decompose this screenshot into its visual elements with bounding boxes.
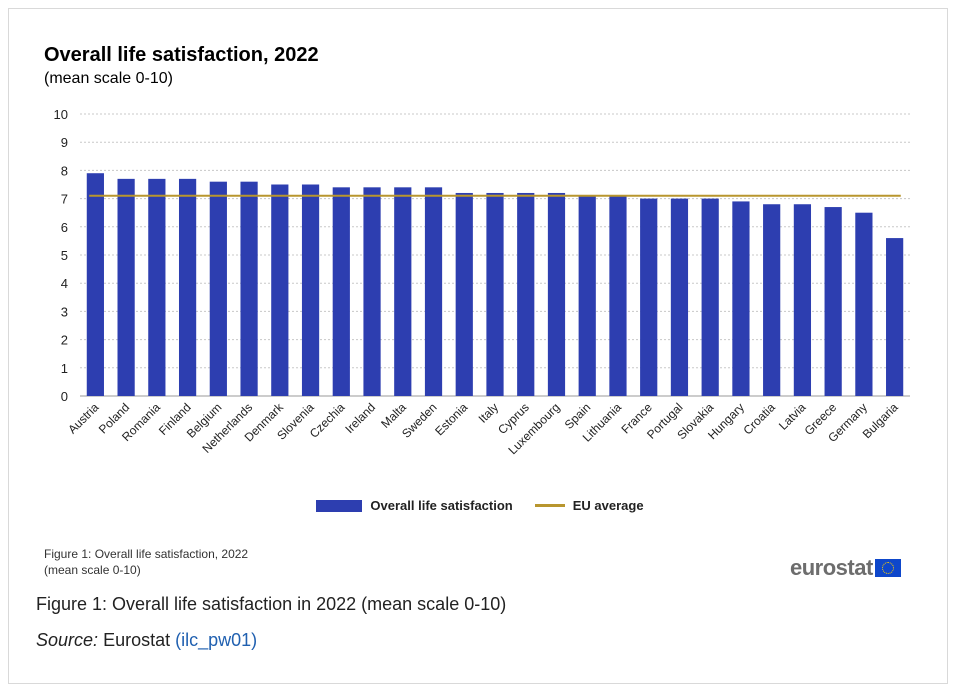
- bar-latvia: [793, 204, 812, 396]
- bar-poland: [117, 178, 135, 396]
- bar-austria: [86, 173, 104, 396]
- bar-netherlands: [240, 181, 258, 396]
- bar-italy: [486, 192, 504, 396]
- y-tick-label: 3: [61, 304, 68, 319]
- bar-estonia: [455, 192, 473, 396]
- bar-czechia: [332, 187, 350, 396]
- bar-france: [640, 198, 658, 396]
- legend: Overall life satisfaction EU average: [0, 498, 960, 513]
- y-tick-label: 7: [61, 192, 68, 207]
- bar-slovenia: [301, 184, 320, 396]
- y-tick-label: 2: [61, 333, 68, 348]
- legend-swatch-bar: [316, 499, 363, 512]
- bar-romania: [148, 178, 166, 396]
- y-tick-label: 6: [61, 220, 68, 235]
- y-tick-labels: 0 1 2 3 4 5 6 7 8 9 10: [54, 107, 68, 404]
- bar-belgium: [209, 181, 227, 396]
- y-tick-label: 8: [61, 163, 68, 178]
- x-tick-label: Sweden: [399, 400, 440, 441]
- bar-sweden: [424, 187, 443, 396]
- y-tick-label: 0: [61, 389, 68, 404]
- legend-label-bars: Overall life satisfaction: [370, 498, 513, 513]
- bar-malta: [394, 187, 412, 396]
- bar-slovakia: [701, 198, 719, 396]
- chart-title: Overall life satisfaction, 2022: [44, 44, 319, 66]
- bar-bulgaria: [886, 238, 904, 396]
- x-tick-label: Italy: [476, 400, 501, 425]
- bar-cyprus: [517, 192, 535, 396]
- figure-note: Figure 1: Overall life satisfaction, 202…: [44, 546, 248, 578]
- x-tick-label: Croatia: [741, 400, 778, 437]
- y-tick-label: 1: [61, 361, 68, 376]
- source-link[interactable]: (ilc_pw01): [175, 630, 258, 650]
- bar-luxembourg: [547, 192, 566, 396]
- bar-greece: [824, 207, 842, 396]
- y-tick-label: 10: [54, 107, 68, 122]
- bar-portugal: [670, 198, 689, 396]
- legend-item-eu-average: EU average: [534, 498, 644, 513]
- source-label: Source:: [36, 630, 99, 650]
- bar-denmark: [271, 184, 289, 396]
- logo-text: eurostat: [790, 555, 873, 580]
- eu-flag-icon: [874, 559, 901, 577]
- x-tick-label: Ireland: [342, 400, 378, 436]
- x-tick-label: Austria: [65, 400, 102, 437]
- x-tick-label: Estonia: [432, 400, 470, 438]
- bar-hungary: [732, 201, 750, 396]
- legend-label-eu-average: EU average: [572, 498, 644, 513]
- bar-finland: [178, 178, 197, 396]
- x-tick-labels: AustriaPolandRomaniaFinlandBelgiumNether…: [65, 400, 901, 458]
- bar-lithuania: [609, 195, 627, 396]
- x-tick-label: Czechia: [307, 400, 348, 441]
- source-text: Eurostat: [103, 630, 171, 650]
- y-tick-label: 9: [61, 135, 68, 150]
- y-tick-label: 4: [61, 276, 68, 291]
- y-tick-label: 5: [61, 248, 68, 263]
- figure-note-line1: Figure 1: Overall life satisfaction, 202…: [44, 547, 249, 561]
- bars: [86, 173, 904, 396]
- eurostat-logo: eurostat: [790, 555, 901, 581]
- figure-note-line2: (mean scale 0-10): [44, 563, 141, 577]
- bar-germany: [855, 212, 873, 396]
- legend-item-bars: Overall life satisfaction: [316, 498, 513, 513]
- bar-ireland: [363, 187, 381, 396]
- bar-spain: [578, 195, 596, 396]
- chart-subtitle: (mean scale 0-10): [44, 70, 173, 87]
- figure-caption: Figure 1: Overall life satisfaction in 2…: [36, 594, 507, 614]
- source-line: Source: Eurostat (ilc_pw01): [36, 630, 257, 651]
- bar-croatia: [763, 204, 781, 396]
- legend-swatch-line: [534, 504, 565, 507]
